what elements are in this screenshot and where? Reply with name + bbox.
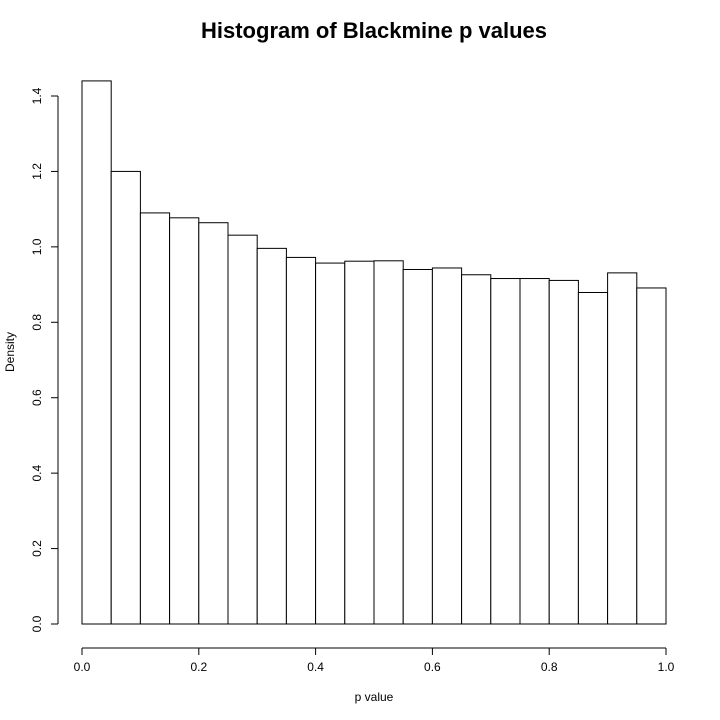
- histogram-bar: [81, 80, 112, 625]
- histogram-bar: [402, 268, 433, 625]
- y-tick-label: 0.2: [30, 540, 44, 557]
- histogram-bar: [256, 247, 287, 625]
- histogram-bar: [139, 212, 171, 625]
- x-axis: 0.0 0.2 0.4 0.6 0.8 1.0: [74, 647, 675, 674]
- x-tick-label: 0.4: [307, 660, 324, 674]
- histogram-bar: [169, 217, 200, 625]
- histogram-bar: [548, 279, 579, 625]
- y-axis-label: Density: [3, 332, 17, 372]
- y-tick-label: 0.4: [30, 464, 44, 481]
- y-tick-label: 0.6: [30, 389, 44, 406]
- histogram-bar: [431, 267, 463, 625]
- x-axis-label: p value: [355, 690, 394, 704]
- histogram-bar: [110, 170, 141, 625]
- x-tick-label: 0.2: [190, 660, 207, 674]
- histogram-bar: [373, 260, 404, 625]
- bars-group: [81, 80, 667, 625]
- y-tick-label: 1.0: [30, 238, 44, 255]
- x-tick-label: 0.0: [74, 660, 91, 674]
- y-tick-label: 0.0: [30, 615, 44, 632]
- x-tick-label: 1.0: [658, 660, 675, 674]
- histogram-bar: [344, 260, 375, 625]
- y-tick-label: 1.2: [30, 163, 44, 180]
- histogram-bar: [636, 287, 667, 625]
- x-tick-label: 0.6: [424, 660, 441, 674]
- x-tick-label: 0.8: [541, 660, 558, 674]
- y-tick-label: 0.8: [30, 314, 44, 331]
- histogram-bar: [198, 222, 229, 625]
- histogram-bar: [577, 291, 609, 625]
- histogram-bar: [519, 278, 550, 625]
- histogram-bar: [607, 272, 638, 625]
- y-axis: 0.0 0.2 0.4 0.6 0.8 1.0 1.2 1.4: [30, 87, 59, 632]
- chart-title: Histogram of Blackmine p values: [201, 18, 547, 43]
- histogram-bar: [461, 274, 492, 625]
- histogram-bar: [285, 256, 317, 625]
- histogram-bar: [490, 278, 521, 625]
- histogram-bar: [227, 234, 258, 625]
- y-tick-label: 1.4: [30, 87, 44, 104]
- histogram-bar: [315, 262, 346, 625]
